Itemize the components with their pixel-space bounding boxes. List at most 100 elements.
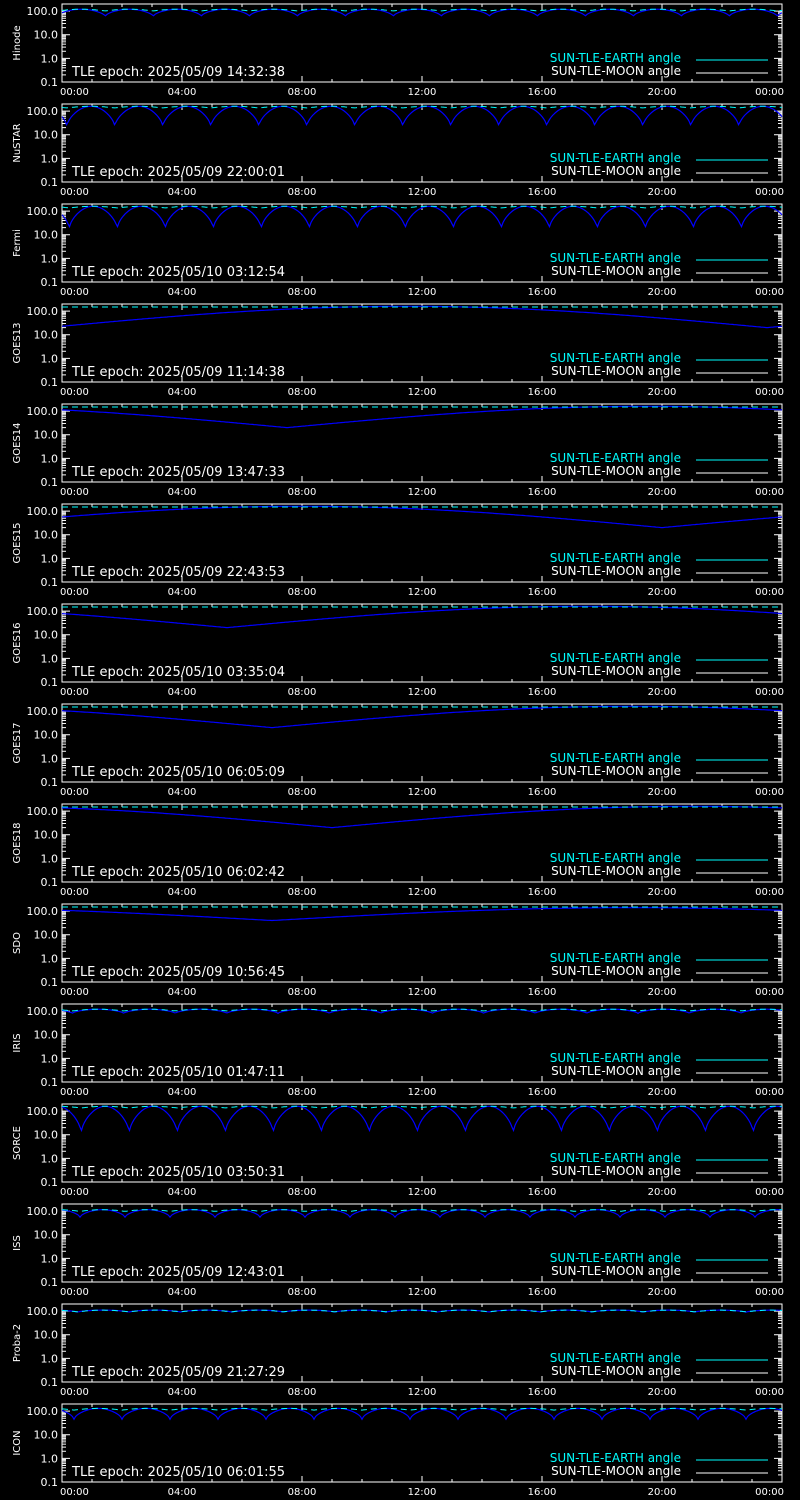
- legend-sun-moon-label: SUN-TLE-MOON angle: [551, 864, 681, 878]
- x-tick-label: 20:00: [648, 287, 677, 298]
- x-tick-label: 04:00: [168, 987, 197, 998]
- satellite-label: GOES17: [12, 722, 23, 763]
- y-tick-label: 1.0: [41, 152, 59, 165]
- legend-sun-moon-label: SUN-TLE-MOON angle: [551, 1164, 681, 1178]
- separation-curve: [61, 1209, 783, 1219]
- x-tick-label: 20:00: [648, 87, 677, 98]
- x-tick-label: 00:00: [60, 987, 89, 998]
- x-tick-label: 08:00: [288, 687, 317, 698]
- y-tick-label: 100.0: [27, 505, 59, 518]
- y-tick-label: 1.0: [41, 1052, 59, 1065]
- legend-sun-moon-label: SUN-TLE-MOON angle: [551, 364, 681, 378]
- x-tick-label: 12:00: [408, 1287, 437, 1298]
- y-tick-label: 0.1: [41, 276, 59, 289]
- y-tick-label: 1.0: [41, 352, 59, 365]
- y-tick-label: 0.1: [41, 476, 59, 489]
- panel-goes18: 0.1 1.0 10.0 100.0 00:00 04:00 08:00 12:00 16:00…: [12, 803, 784, 898]
- x-tick-label: 00:00: [60, 1287, 89, 1298]
- x-tick-label: 12:00: [408, 1487, 437, 1498]
- x-tick-label: 00:00: [755, 1387, 784, 1398]
- y-tick-label: 1.0: [41, 452, 59, 465]
- panel-goes15: 0.1 1.0 10.0 100.0 00:00 04:00 08:00 12:00 16:00…: [12, 503, 784, 598]
- separation-curve: [61, 1105, 783, 1133]
- tle-epoch-text: TLE epoch: 2025/05/09 12:43:01: [71, 1265, 285, 1280]
- satellite-label: GOES15: [12, 522, 23, 563]
- legend-sun-earth-label: SUN-TLE-EARTH angle: [550, 1151, 681, 1165]
- x-tick-label: 12:00: [408, 487, 437, 498]
- tle-epoch-text: TLE epoch: 2025/05/09 21:27:29: [71, 1365, 285, 1380]
- y-tick-label: 10.0: [34, 329, 59, 342]
- x-tick-label: 16:00: [528, 887, 557, 898]
- x-tick-label: 08:00: [288, 1087, 317, 1098]
- x-tick-label: 00:00: [60, 1487, 89, 1498]
- separation-curve: [61, 405, 783, 429]
- x-tick-label: 12:00: [408, 787, 437, 798]
- x-tick-label: 00:00: [755, 1087, 784, 1098]
- x-tick-label: 04:00: [168, 1187, 197, 1198]
- satellite-label: Proba-2: [12, 1324, 23, 1362]
- x-tick-label: 00:00: [60, 87, 89, 98]
- separation-curve: [61, 205, 783, 229]
- y-tick-label: 100.0: [27, 905, 59, 918]
- x-tick-label: 08:00: [288, 887, 317, 898]
- panel-fermi: 0.1 1.0 10.0 100.0 00:00 04:00 08:00 12:00 16:00…: [12, 203, 784, 298]
- legend-sun-earth-label: SUN-TLE-EARTH angle: [550, 251, 681, 265]
- sun-earth-curve: [62, 1209, 783, 1212]
- y-tick-label: 1.0: [41, 1452, 59, 1465]
- x-tick-label: 08:00: [288, 787, 317, 798]
- satellite-label: GOES13: [12, 322, 23, 363]
- legend-sun-earth-label: SUN-TLE-EARTH angle: [550, 351, 681, 365]
- x-tick-label: 00:00: [60, 687, 89, 698]
- tle-epoch-text: TLE epoch: 2025/05/09 22:43:53: [71, 565, 285, 580]
- y-tick-label: 0.1: [41, 876, 59, 889]
- y-tick-label: 1.0: [41, 52, 59, 65]
- tle-epoch-text: TLE epoch: 2025/05/10 01:47:11: [71, 1065, 285, 1080]
- x-tick-label: 00:00: [755, 787, 784, 798]
- sun-earth-curve: [61, 8, 783, 12]
- y-tick-label: 1.0: [41, 252, 59, 265]
- y-tick-label: 1.0: [41, 752, 59, 765]
- x-tick-label: 00:00: [60, 1087, 89, 1098]
- x-tick-label: 00:00: [755, 687, 784, 698]
- x-tick-label: 08:00: [288, 1287, 317, 1298]
- x-tick-label: 08:00: [288, 287, 317, 298]
- x-tick-label: 00:00: [755, 1287, 784, 1298]
- x-tick-label: 04:00: [168, 187, 197, 198]
- y-tick-label: 0.1: [41, 776, 59, 789]
- legend-sun-earth-label: SUN-TLE-EARTH angle: [550, 851, 681, 865]
- separation-curve: [61, 305, 783, 329]
- y-tick-label: 0.1: [41, 376, 59, 389]
- legend-sun-moon-label: SUN-TLE-MOON angle: [551, 1064, 681, 1078]
- x-tick-label: 12:00: [408, 1387, 437, 1398]
- y-tick-label: 100.0: [27, 1305, 59, 1318]
- y-tick-label: 1.0: [41, 952, 59, 965]
- y-tick-label: 10.0: [34, 29, 59, 42]
- legend-sun-earth-label: SUN-TLE-EARTH angle: [550, 1051, 681, 1065]
- legend-sun-earth-label: SUN-TLE-EARTH angle: [550, 451, 681, 465]
- x-tick-label: 04:00: [168, 387, 197, 398]
- x-tick-label: 04:00: [168, 1087, 197, 1098]
- legend-sun-earth-label: SUN-TLE-EARTH angle: [550, 751, 681, 765]
- satellite-label: ICON: [12, 1430, 23, 1455]
- x-tick-label: 16:00: [528, 987, 557, 998]
- x-tick-label: 04:00: [168, 1287, 197, 1298]
- x-tick-label: 20:00: [648, 387, 677, 398]
- y-tick-label: 0.1: [41, 1076, 59, 1089]
- x-tick-label: 00:00: [60, 287, 89, 298]
- y-tick-label: 10.0: [34, 429, 59, 442]
- y-tick-label: 0.1: [41, 176, 59, 189]
- x-tick-label: 20:00: [648, 687, 677, 698]
- x-tick-label: 00:00: [60, 1387, 89, 1398]
- y-tick-label: 10.0: [34, 729, 59, 742]
- x-tick-label: 00:00: [60, 487, 89, 498]
- y-tick-label: 0.1: [41, 1476, 59, 1489]
- x-tick-label: 04:00: [168, 687, 197, 698]
- panel-hinode: 0.1 1.0 10.0 100.0 00:00 04:00 08:00 12:00 16:00…: [12, 3, 784, 98]
- y-tick-label: 100.0: [27, 305, 59, 318]
- legend-sun-moon-label: SUN-TLE-MOON angle: [551, 1364, 681, 1378]
- x-tick-label: 08:00: [288, 87, 317, 98]
- tle-epoch-text: TLE epoch: 2025/05/10 03:50:31: [71, 1165, 285, 1180]
- y-tick-label: 1.0: [41, 652, 59, 665]
- y-tick-label: 10.0: [34, 1429, 59, 1442]
- panel-iss: 0.1 1.0 10.0 100.0 00:00 04:00 08:00 12:00 16:00…: [12, 1203, 784, 1298]
